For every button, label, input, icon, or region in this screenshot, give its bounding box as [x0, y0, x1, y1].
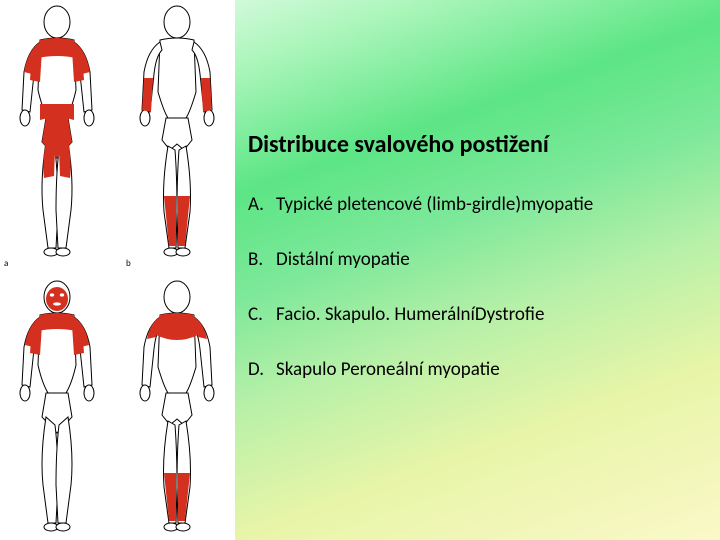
label-b: b — [126, 258, 131, 269]
item-marker: B. — [248, 248, 276, 271]
page-title: Distribuce svalového postižení — [248, 130, 708, 159]
item-marker: C. — [248, 303, 276, 326]
list-item: B. Distální myopatie — [248, 248, 708, 271]
figure-a — [0, 0, 115, 260]
figure-c — [0, 275, 115, 535]
item-text: Typické pletencové (limb-girdle)myopatie — [276, 193, 593, 216]
item-text: Skapulo Peroneální myopatie — [276, 358, 500, 381]
item-text: Distální myopatie — [276, 248, 410, 271]
list-item: A. Typické pletencové (limb-girdle)myopa… — [248, 193, 708, 216]
figure-d — [120, 275, 235, 535]
item-marker: D. — [248, 358, 276, 381]
item-marker: A. — [248, 193, 276, 216]
list-item: D. Skapulo Peroneální myopatie — [248, 358, 708, 381]
list-item: C. Facio. Skapulo. HumerálníDystrofie — [248, 303, 708, 326]
figure-b — [120, 0, 235, 260]
item-text: Facio. Skapulo. HumerálníDystrofie — [276, 303, 544, 326]
figures-panel: a b — [0, 0, 235, 540]
label-a: a — [4, 258, 8, 269]
text-content: Distribuce svalového postižení A. Typick… — [248, 130, 708, 413]
